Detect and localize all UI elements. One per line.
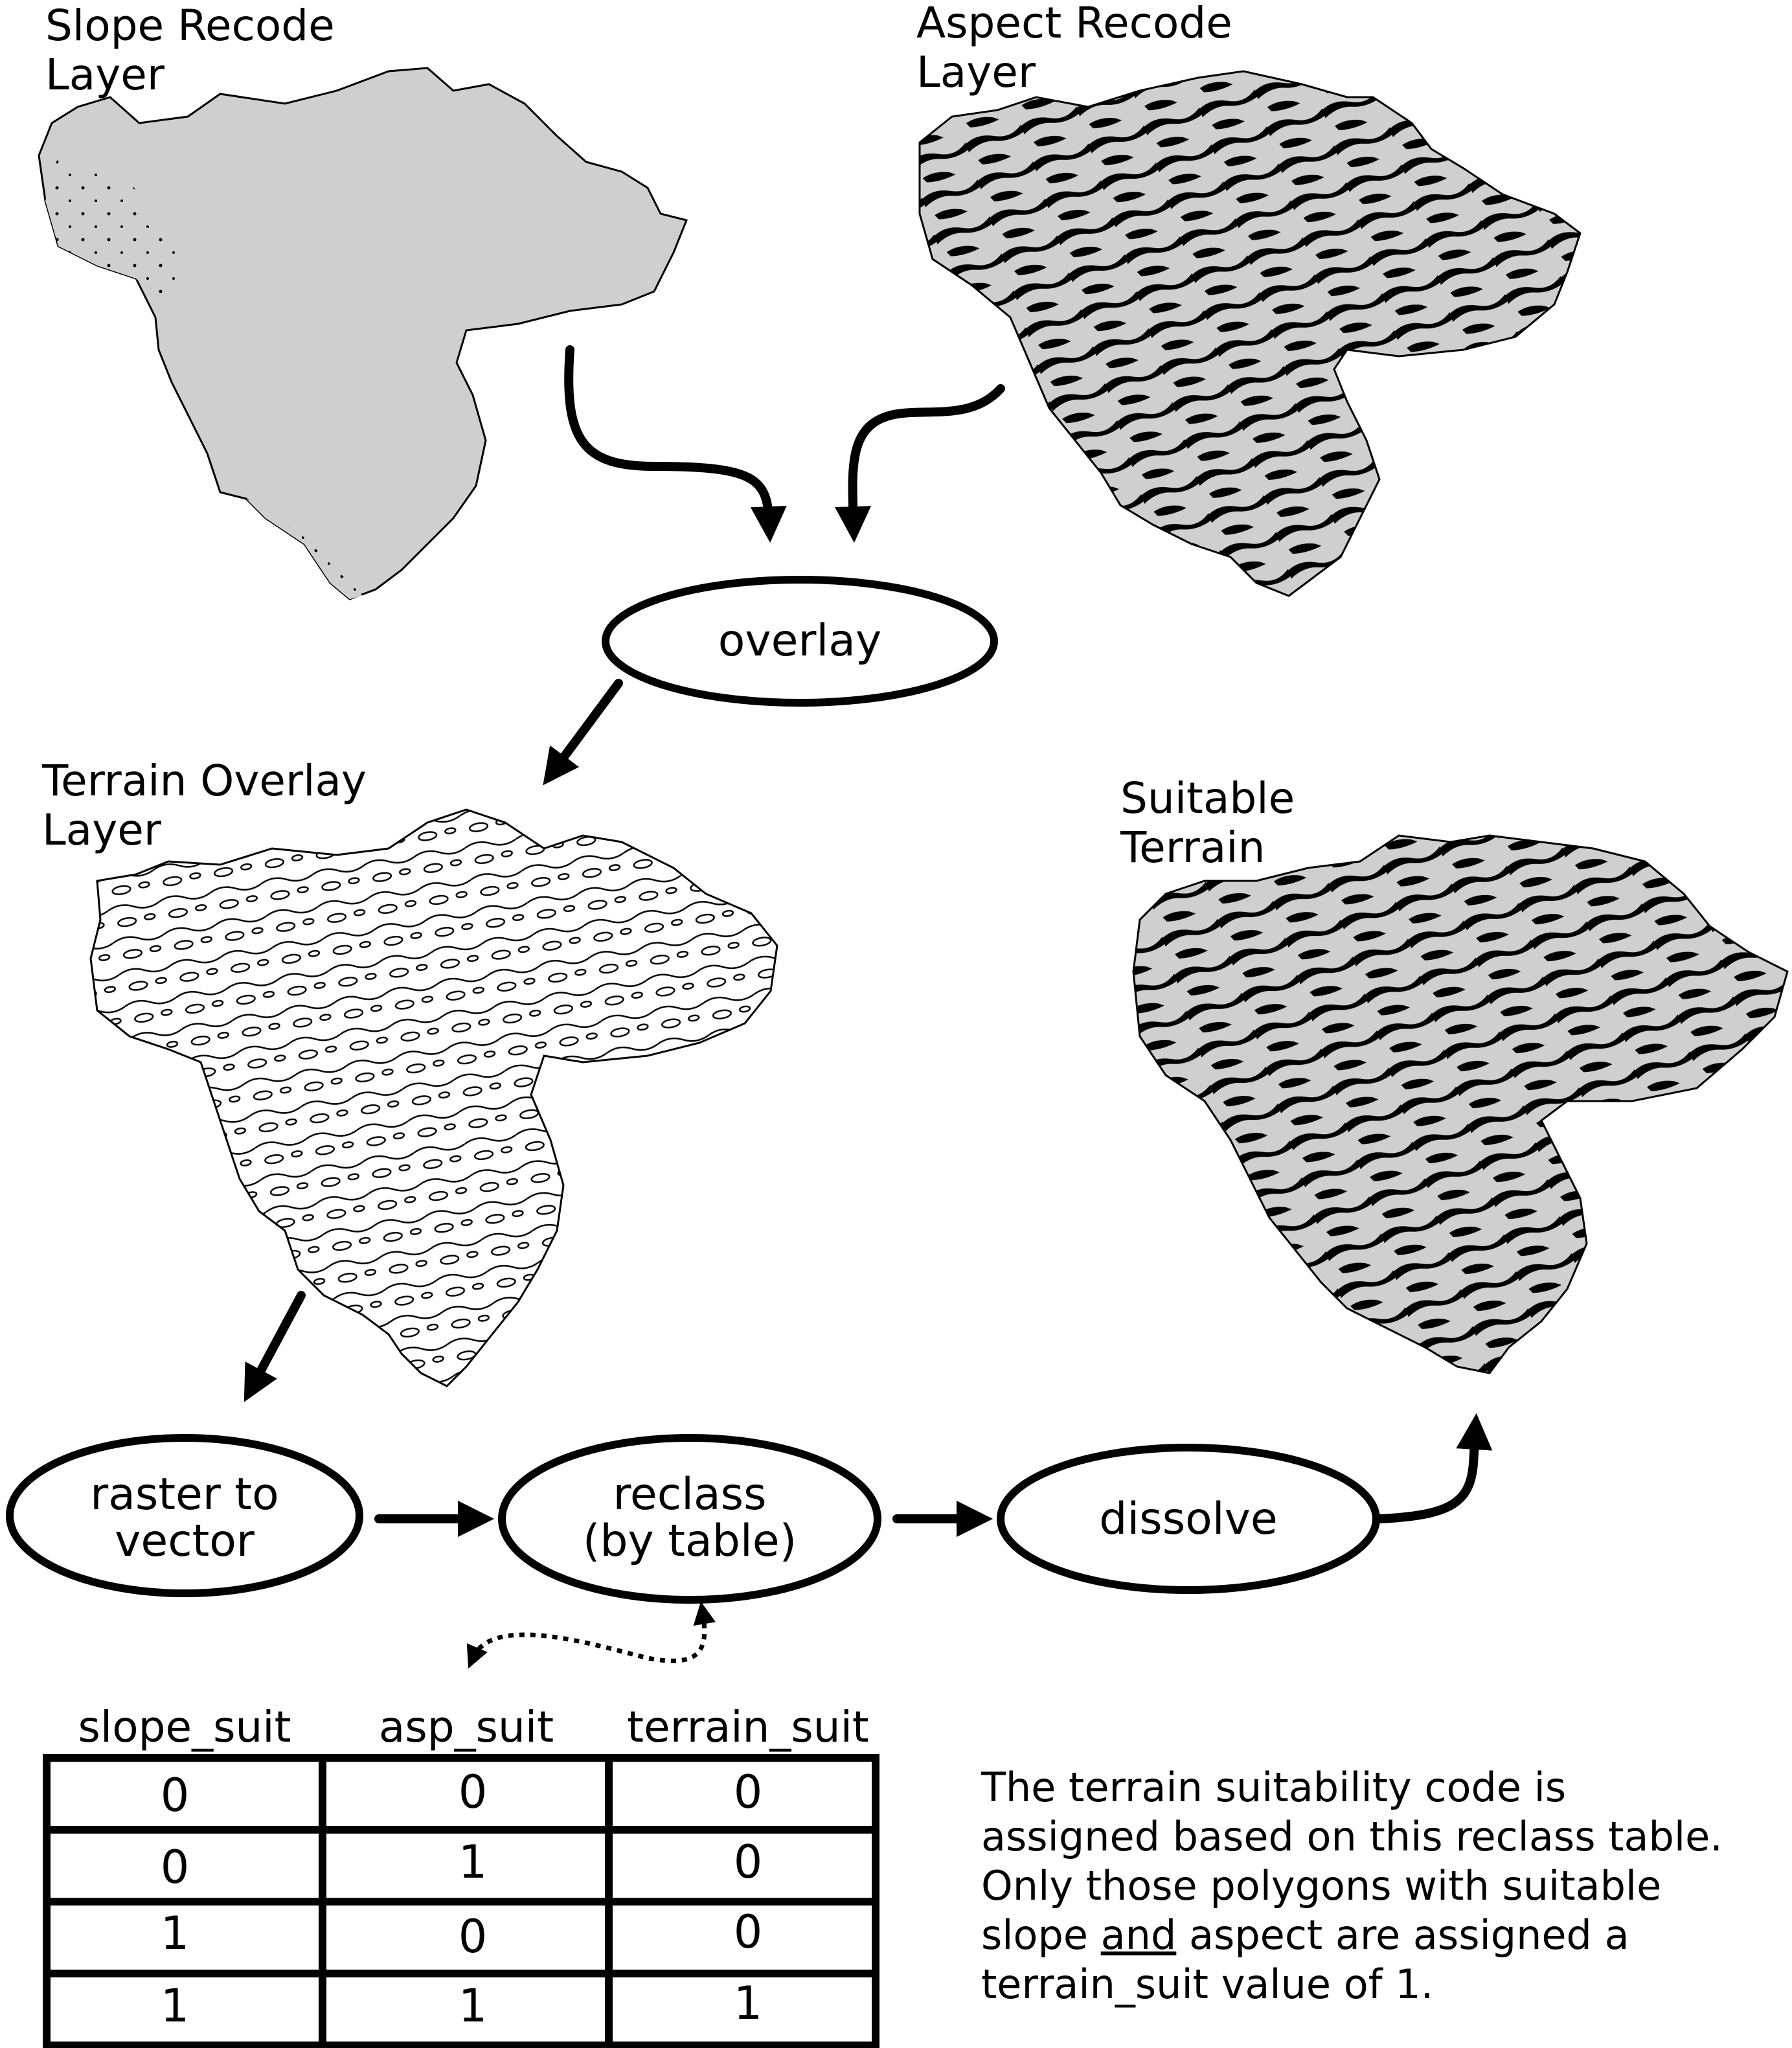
table-header-slope-suit: slope_suit	[78, 1702, 291, 1752]
explanatory-note: The terrain suitability code is assigned…	[981, 1763, 1745, 2009]
arrow-aspect-to-overlay	[835, 384, 1005, 543]
slope-layer-label: Slope Recode Layer	[45, 1, 335, 100]
aspect-recode-map	[918, 70, 1582, 597]
table-cell: 0	[733, 1766, 763, 1819]
aspect-layer-label-line1: Aspect Recode	[916, 0, 1232, 48]
overlay-node-label: overlay	[718, 615, 882, 666]
raster-to-vector-line2: vector	[115, 1516, 255, 1567]
table-cell: 0	[458, 1766, 488, 1819]
terrain-overlay-map	[89, 808, 778, 1387]
table-cell: 0	[733, 1836, 763, 1889]
note-underlined-word: and	[1100, 1911, 1177, 1959]
arrow-terrain-overlay-to-raster	[244, 1291, 306, 1402]
table-cell: 1	[160, 1907, 190, 1960]
raster-to-vector-line1: raster to	[90, 1469, 279, 1520]
suitable-terrain-label-line1: Suitable	[1120, 773, 1295, 823]
dotted-arrow-table-to-reclass	[466, 1601, 716, 1669]
table-cell: 0	[733, 1906, 763, 1959]
raster-to-vector-node-label: raster to vector	[23, 1472, 346, 1565]
slope-layer-label-line2: Layer	[45, 50, 165, 100]
reclass-line2: (by table)	[582, 1516, 797, 1567]
note-text-part2: aspect are assigned a terrain_suit value…	[981, 1911, 1629, 2008]
reclass-node-label: reclass (by table)	[528, 1472, 852, 1565]
overlay-node-shape	[602, 576, 998, 707]
terrain-overlay-label-line1: Terrain Overlay	[42, 756, 367, 806]
note-text-part1: The terrain suitability code is assigned…	[981, 1764, 1723, 1959]
table-cell: 1	[458, 1836, 488, 1889]
slope-recode-map	[38, 67, 688, 600]
table-header-terrain-suit: terrain_suit	[627, 1702, 869, 1752]
table-cell: 1	[733, 1977, 763, 2030]
suitable-terrain-label-line2: Terrain	[1120, 823, 1265, 872]
reclass-table-grid	[43, 1754, 879, 2048]
raster-to-vector-node-shape	[6, 1434, 363, 1597]
table-cell: 0	[160, 1769, 190, 1822]
reclass-node-shape	[498, 1434, 881, 1604]
suitable-terrain-map	[1132, 834, 1789, 1374]
aspect-layer-label-line2: Layer	[916, 47, 1036, 97]
reclass-line1: reclass	[613, 1469, 767, 1520]
arrow-overlay-to-terrain-overlay	[543, 679, 623, 786]
table-cell: 1	[160, 1979, 190, 2032]
terrain-overlay-layer-label: Terrain Overlay Layer	[42, 757, 367, 855]
slope-steep-patches	[45, 155, 363, 599]
dissolve-node-label: dissolve	[1099, 1494, 1278, 1545]
table-header-asp-suit: asp_suit	[378, 1702, 554, 1752]
table-cell: 0	[458, 1910, 488, 1963]
arrow-dissolve-to-suitable	[1375, 1413, 1493, 1523]
arrow-slope-to-overlay	[564, 345, 787, 543]
slope-layer-label-line1: Slope Recode	[45, 1, 335, 51]
table-cell: 1	[458, 1979, 488, 2032]
terrain-overlay-label-line2: Layer	[42, 805, 162, 855]
table-cell: 0	[160, 1841, 190, 1894]
suitable-terrain-label: Suitable Terrain	[1120, 774, 1295, 872]
aspect-layer-label: Aspect Recode Layer	[916, 0, 1232, 97]
